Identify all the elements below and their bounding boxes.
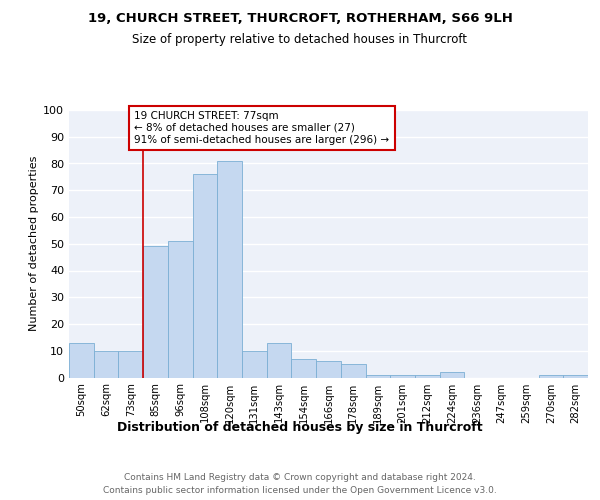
Text: 19, CHURCH STREET, THURCROFT, ROTHERHAM, S66 9LH: 19, CHURCH STREET, THURCROFT, ROTHERHAM,… [88, 12, 512, 26]
Bar [168, 241, 193, 378]
Bar [267, 342, 292, 378]
Bar [242, 351, 267, 378]
Bar [539, 375, 563, 378]
Y-axis label: Number of detached properties: Number of detached properties [29, 156, 39, 332]
Bar [341, 364, 365, 378]
Bar [390, 375, 415, 378]
Text: Size of property relative to detached houses in Thurcroft: Size of property relative to detached ho… [133, 32, 467, 46]
Bar [143, 246, 168, 378]
Bar [292, 359, 316, 378]
Bar [440, 372, 464, 378]
Bar [217, 161, 242, 378]
Text: Distribution of detached houses by size in Thurcroft: Distribution of detached houses by size … [117, 421, 483, 434]
Text: 19 CHURCH STREET: 77sqm
← 8% of detached houses are smaller (27)
91% of semi-det: 19 CHURCH STREET: 77sqm ← 8% of detached… [134, 112, 389, 144]
Bar [365, 375, 390, 378]
Bar [316, 362, 341, 378]
Text: Contains public sector information licensed under the Open Government Licence v3: Contains public sector information licen… [103, 486, 497, 495]
Text: Contains HM Land Registry data © Crown copyright and database right 2024.: Contains HM Land Registry data © Crown c… [124, 472, 476, 482]
Bar [69, 342, 94, 378]
Bar [94, 351, 118, 378]
Bar [193, 174, 217, 378]
Bar [563, 375, 588, 378]
Bar [415, 375, 440, 378]
Bar [118, 351, 143, 378]
